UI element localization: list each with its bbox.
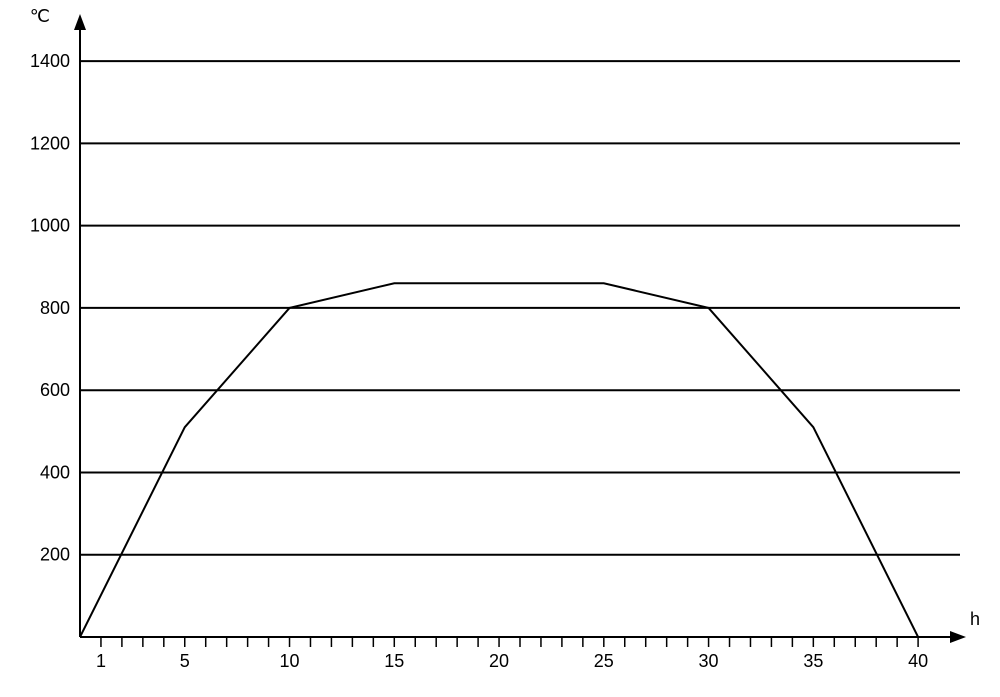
x-axis-label: h	[970, 609, 980, 629]
y-tick-label: 1200	[30, 133, 70, 153]
y-tick-label: 600	[40, 380, 70, 400]
y-tick-label: 200	[40, 545, 70, 565]
x-tick-label: 25	[594, 651, 614, 671]
x-tick-label: 1	[96, 651, 106, 671]
x-tick-label: 30	[699, 651, 719, 671]
x-tick-label: 10	[280, 651, 300, 671]
y-axis-label: ℃	[30, 6, 50, 26]
x-tick-label: 35	[803, 651, 823, 671]
x-tick-label: 15	[384, 651, 404, 671]
y-tick-label: 400	[40, 462, 70, 482]
y-tick-label: 1400	[30, 51, 70, 71]
y-tick-label: 800	[40, 298, 70, 318]
y-tick-label: 1000	[30, 216, 70, 236]
x-tick-label: 20	[489, 651, 509, 671]
temperature-time-chart: 200400600800100012001400℃151015202530354…	[0, 0, 1000, 697]
x-tick-label: 40	[908, 651, 928, 671]
x-tick-label: 5	[180, 651, 190, 671]
chart-svg: 200400600800100012001400℃151015202530354…	[0, 0, 1000, 697]
